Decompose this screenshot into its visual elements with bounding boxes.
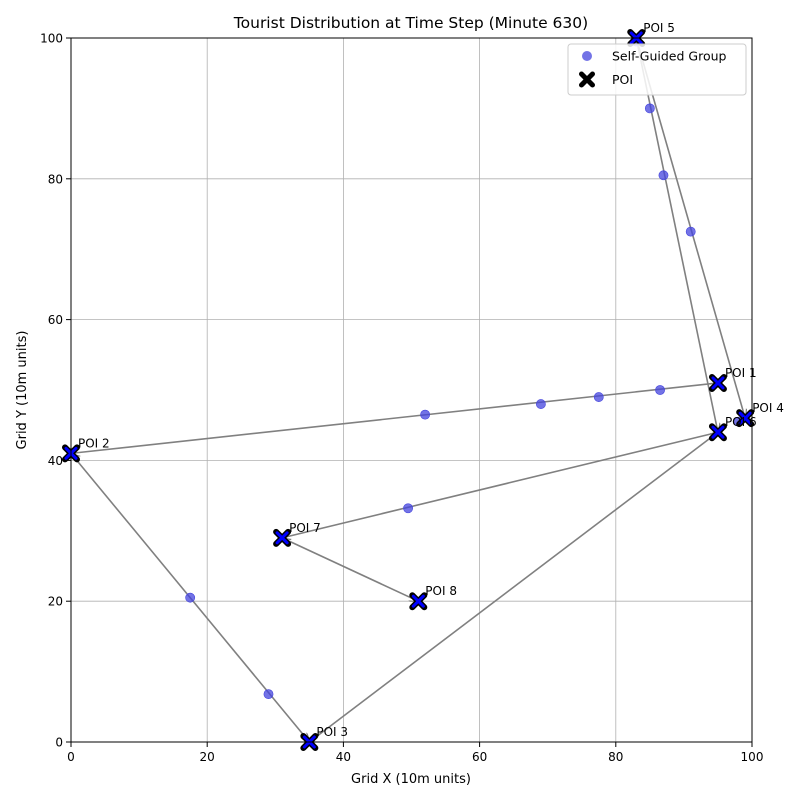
poi-label: POI 8 xyxy=(425,584,457,598)
y-axis-label: Grid Y (10m units) xyxy=(15,331,30,450)
group-point xyxy=(420,409,431,420)
x-axis-label: Grid X (10m units) xyxy=(351,772,471,787)
y-tick-label: 80 xyxy=(48,172,63,186)
poi-marker xyxy=(708,373,727,392)
poi-label: POI 2 xyxy=(78,436,110,450)
poi-label: POI 4 xyxy=(752,401,784,415)
group-point xyxy=(658,170,669,181)
poi-label: POI 3 xyxy=(316,725,348,739)
chart-title: Tourist Distribution at Time Step (Minut… xyxy=(233,14,588,32)
poi-label: POI 1 xyxy=(725,366,757,380)
route-line xyxy=(71,382,719,453)
legend-poi-label: POI xyxy=(612,72,633,87)
axis-ticks: 0 20 40 60 80 100 0 20 40 60 80 100 xyxy=(40,32,763,765)
poi-marker xyxy=(708,423,727,442)
x-tick-label: 100 xyxy=(741,750,764,764)
group-point xyxy=(185,592,196,603)
route-line xyxy=(635,37,718,432)
poi-x-fill xyxy=(711,425,725,439)
group-point xyxy=(263,689,274,700)
legend-group-label: Self-Guided Group xyxy=(612,49,727,64)
legend: Self-Guided Group POI xyxy=(567,43,747,96)
poi-x-fill xyxy=(738,411,752,425)
group-point xyxy=(535,399,546,409)
y-tick-label: 100 xyxy=(40,32,63,46)
y-tick-label: 20 xyxy=(48,595,63,609)
x-tick-label: 20 xyxy=(200,750,215,764)
group-point xyxy=(655,385,665,395)
x-tick-label: 80 xyxy=(608,750,623,764)
poi-x-fill xyxy=(275,531,289,545)
route-line xyxy=(282,431,719,538)
poi-markers: POI 1 POI 2 POI 3 POI 4 POI 5 POI 6 POI 7 POI 8 xyxy=(62,21,784,751)
poi-marker xyxy=(409,592,428,611)
group-point xyxy=(593,392,604,402)
poi-marker xyxy=(736,409,755,428)
legend-group-marker xyxy=(582,51,592,61)
poi-x-fill xyxy=(411,594,425,608)
poi-marker xyxy=(273,528,292,547)
group-point xyxy=(685,226,696,237)
x-tick-label: 0 xyxy=(67,750,75,764)
route-line xyxy=(308,432,718,743)
legend-box xyxy=(567,43,747,96)
route-line xyxy=(281,537,418,601)
x-tick-label: 40 xyxy=(336,750,351,764)
group-point xyxy=(403,503,413,514)
poi-label: POI 7 xyxy=(289,521,321,535)
y-tick-label: 60 xyxy=(48,313,63,327)
group-points xyxy=(185,36,744,700)
y-tick-label: 0 xyxy=(55,736,63,750)
route-lines xyxy=(71,37,745,743)
legend-poi-marker xyxy=(579,71,595,88)
group-point xyxy=(644,103,655,114)
y-tick-label: 40 xyxy=(48,454,63,468)
poi-label: POI 6 xyxy=(725,415,757,429)
x-tick-label: 60 xyxy=(472,750,487,764)
poi-x-fill xyxy=(711,376,725,390)
poi-label: POI 5 xyxy=(643,21,675,35)
plot-frame xyxy=(70,37,753,743)
